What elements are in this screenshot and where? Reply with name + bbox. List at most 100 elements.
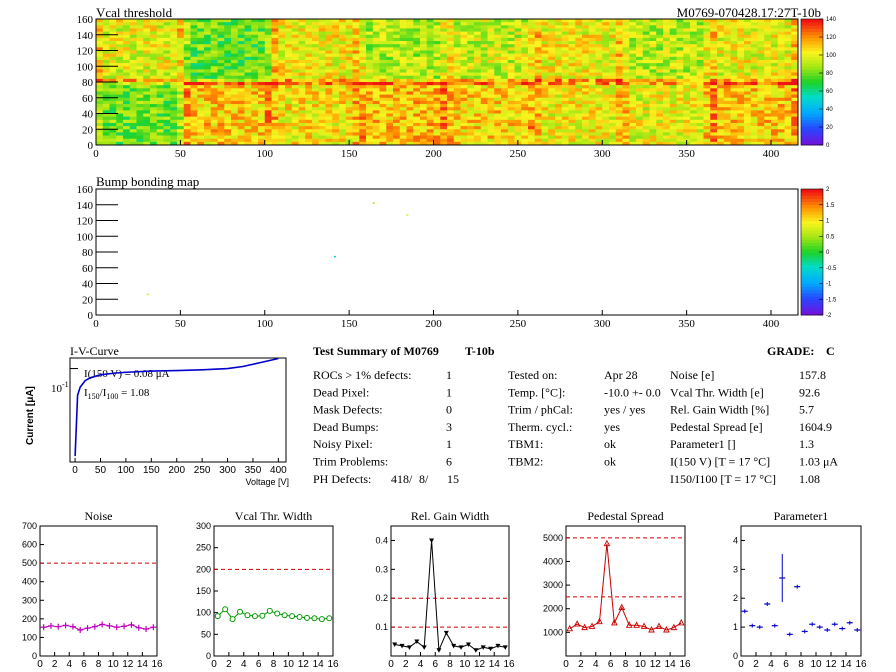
heatmap-cell (170, 34, 178, 39)
heatmap-cell (507, 56, 515, 61)
heatmap-cell (656, 37, 664, 42)
heatmap-cell (325, 107, 333, 111)
heatmap-cell (568, 34, 576, 39)
heatmap-cell (494, 97, 502, 102)
heatmap-cell (548, 44, 556, 48)
heatmap-cell (474, 59, 482, 64)
heatmap-cell (636, 129, 644, 133)
heatmap-cell (656, 75, 664, 80)
heatmap-cell (588, 69, 596, 73)
heatmap-cell (102, 110, 110, 114)
heatmap-cell (521, 44, 529, 48)
heatmap-cell (453, 28, 461, 32)
heatmap-cell (231, 135, 239, 139)
heatmap-cell (116, 122, 124, 127)
heatmap-cell (258, 132, 266, 136)
heatmap-cell (298, 72, 306, 76)
heatmap-cell (420, 94, 428, 99)
heatmap-cell (170, 82, 178, 86)
heatmap-cell (312, 104, 320, 108)
heatmap-cell (426, 85, 434, 89)
bump-xtick-label: 350 (678, 318, 695, 330)
heatmap-cell (123, 53, 131, 58)
small-chart-point (618, 603, 626, 610)
heatmap-cell (136, 129, 144, 133)
heatmap-cell (696, 66, 704, 70)
heatmap-cell (501, 22, 509, 26)
heatmap-cell (413, 78, 421, 83)
heatmap-cell (197, 107, 205, 111)
heatmap-cell (784, 47, 792, 51)
heatmap-cell (264, 41, 272, 45)
vcal-threshold-panel: Vcal threshold M0769-070428.17:27T-10b 0… (77, 5, 837, 160)
heatmap-cell (298, 85, 306, 89)
heatmap-cell (723, 41, 731, 45)
heatmap-cell (494, 19, 502, 23)
bump-xtick-label: 0 (93, 318, 99, 330)
heatmap-cell (332, 138, 340, 143)
heatmap-cell (447, 28, 455, 32)
heatmap-cell (386, 129, 394, 133)
heatmap-cell (433, 66, 441, 70)
heatmap-cell (480, 56, 488, 61)
heatmap-cell (345, 63, 353, 67)
heatmap-cell (413, 138, 421, 143)
heatmap-cell (723, 97, 731, 102)
heatmap-cell (690, 122, 698, 127)
heatmap-cell (568, 69, 576, 73)
heatmap-cell (575, 41, 583, 45)
heatmap-cell (177, 47, 185, 51)
heatmap-cell (548, 53, 556, 58)
heatmap-cell (345, 25, 353, 29)
heatmap-cell (339, 44, 347, 48)
heatmap-cell (204, 66, 212, 70)
heatmap-cell (237, 72, 245, 76)
heatmap-cell (305, 129, 313, 133)
heatmap-cell (703, 97, 711, 102)
heatmap-cell (494, 141, 502, 146)
heatmap-cell (231, 69, 239, 73)
heatmap-cell (224, 88, 232, 92)
heatmap-cell (129, 66, 137, 70)
heatmap-cell (433, 113, 441, 117)
heatmap-cell (467, 69, 475, 73)
heatmap-cell (271, 72, 279, 76)
heatmap-cell (507, 132, 515, 136)
heatmap-cell (359, 75, 367, 80)
heatmap-cell (663, 25, 671, 29)
heatmap-cell (588, 88, 596, 92)
heatmap-cell (615, 19, 623, 23)
heatmap-cell (177, 104, 185, 108)
heatmap-cell (197, 75, 205, 80)
heatmap-cell (116, 91, 124, 95)
heatmap-cell (332, 59, 340, 64)
heatmap-cell (602, 94, 610, 99)
heatmap-cell (514, 91, 522, 95)
heatmap-cell (534, 91, 542, 95)
heatmap-cell (177, 34, 185, 39)
heatmap-cell (447, 132, 455, 136)
heatmap-cell (541, 75, 549, 80)
heatmap-cell (217, 107, 225, 111)
heatmap-cell (649, 34, 657, 39)
heatmap-cell (447, 113, 455, 117)
heatmap-cell (312, 110, 320, 114)
heatmap-cell (163, 100, 171, 105)
heatmap-cell (325, 135, 333, 139)
small-chart-point (436, 648, 442, 653)
heatmap-cell (332, 41, 340, 45)
heatmap-cell (96, 75, 104, 80)
heatmap-cell (204, 44, 212, 48)
heatmap-cell (210, 59, 218, 64)
heatmap-cell (339, 116, 347, 121)
heatmap-cell (717, 94, 725, 99)
heatmap-cell (156, 66, 164, 70)
heatmap-cell (143, 94, 151, 99)
bump-palette-band (801, 267, 823, 272)
heatmap-cell (116, 107, 124, 111)
heatmap-cell (420, 135, 428, 139)
heatmap-cell (237, 110, 245, 114)
heatmap-cell (393, 69, 401, 73)
heatmap-cell (737, 107, 745, 111)
